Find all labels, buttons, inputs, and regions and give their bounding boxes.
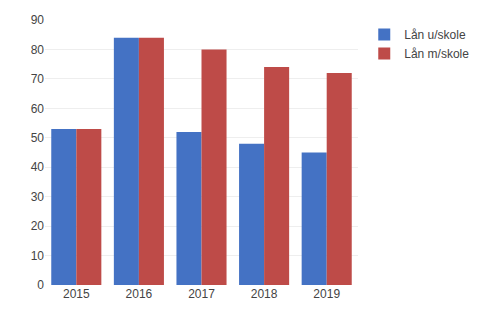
svg-text:30: 30: [31, 190, 45, 204]
svg-text:50: 50: [31, 131, 45, 145]
svg-text:2015: 2015: [63, 287, 90, 301]
svg-text:0: 0: [37, 278, 44, 292]
svg-text:60: 60: [31, 102, 45, 116]
svg-text:Lån u/skole: Lån u/skole: [404, 28, 466, 42]
svg-text:40: 40: [31, 160, 45, 174]
svg-text:10: 10: [31, 249, 45, 263]
svg-text:20: 20: [31, 219, 45, 233]
svg-text:90: 90: [31, 13, 45, 27]
svg-text:2016: 2016: [126, 287, 153, 301]
svg-text:2018: 2018: [251, 287, 278, 301]
svg-text:80: 80: [31, 43, 45, 57]
svg-text:70: 70: [31, 72, 45, 86]
svg-text:2019: 2019: [313, 287, 340, 301]
svg-text:2017: 2017: [188, 287, 215, 301]
svg-text:Lån m/skole: Lån m/skole: [404, 47, 469, 61]
